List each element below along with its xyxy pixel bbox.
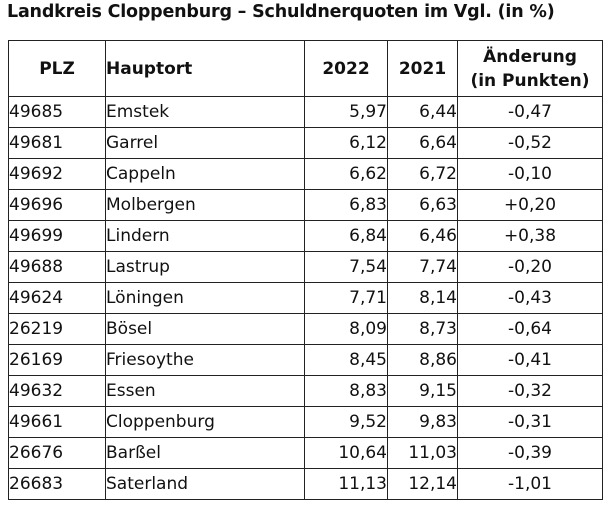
cell-plz: 49696 <box>8 189 106 221</box>
cell-2021: 7,74 <box>387 251 458 283</box>
table-row: 49692 Cappeln 6,62 6,72 -0,10 <box>8 158 603 190</box>
cell-2022: 5,97 <box>304 96 388 128</box>
table-row: 49688 Lastrup 7,54 7,74 -0,20 <box>8 251 603 283</box>
cell-hauptort: Lindern <box>105 220 305 252</box>
cell-plz: 49624 <box>8 282 106 314</box>
table-row: 26683 Saterland 11,13 12,14 -1,01 <box>8 468 603 500</box>
cell-plz: 49688 <box>8 251 106 283</box>
cell-hauptort: Bösel <box>105 313 305 345</box>
cell-change: -0,41 <box>457 344 603 376</box>
cell-plz: 49699 <box>8 220 106 252</box>
data-table: PLZ Hauptort 2022 2021 Änderung (in Punk… <box>8 40 603 500</box>
cell-hauptort: Molbergen <box>105 189 305 221</box>
cell-2022: 10,64 <box>304 437 388 469</box>
table-header-row: PLZ Hauptort 2022 2021 Änderung (in Punk… <box>8 40 603 97</box>
cell-change: -0,43 <box>457 282 603 314</box>
cell-hauptort: Cloppenburg <box>105 406 305 438</box>
cell-2021: 12,14 <box>387 468 458 500</box>
cell-2021: 9,15 <box>387 375 458 407</box>
cell-2022: 8,09 <box>304 313 388 345</box>
cell-plz: 49685 <box>8 96 106 128</box>
cell-2021: 6,63 <box>387 189 458 221</box>
cell-hauptort: Friesoythe <box>105 344 305 376</box>
cell-2021: 8,14 <box>387 282 458 314</box>
cell-2021: 6,64 <box>387 127 458 159</box>
cell-change: -0,52 <box>457 127 603 159</box>
cell-plz: 49692 <box>8 158 106 190</box>
cell-2021: 9,83 <box>387 406 458 438</box>
header-2022: 2022 <box>304 40 388 97</box>
cell-2021: 6,46 <box>387 220 458 252</box>
page-title: Landkreis Cloppenburg – Schuldnerquoten … <box>7 2 555 22</box>
cell-2021: 11,03 <box>387 437 458 469</box>
header-2021: 2021 <box>387 40 458 97</box>
cell-2021: 6,72 <box>387 158 458 190</box>
cell-hauptort: Cappeln <box>105 158 305 190</box>
cell-hauptort: Emstek <box>105 96 305 128</box>
cell-change: -0,47 <box>457 96 603 128</box>
cell-plz: 26169 <box>8 344 106 376</box>
header-change: Änderung (in Punkten) <box>457 40 603 97</box>
cell-hauptort: Lastrup <box>105 251 305 283</box>
cell-hauptort: Saterland <box>105 468 305 500</box>
cell-change: -0,10 <box>457 158 603 190</box>
table-row: 49685 Emstek 5,97 6,44 -0,47 <box>8 96 603 128</box>
cell-plz: 49661 <box>8 406 106 438</box>
cell-2022: 6,62 <box>304 158 388 190</box>
cell-change: -0,39 <box>457 437 603 469</box>
table-row: 49696 Molbergen 6,83 6,63 +0,20 <box>8 189 603 221</box>
cell-change: -0,32 <box>457 375 603 407</box>
header-hauptort: Hauptort <box>105 40 305 97</box>
cell-plz: 26683 <box>8 468 106 500</box>
cell-2022: 6,12 <box>304 127 388 159</box>
cell-plz: 49681 <box>8 127 106 159</box>
table-row: 26219 Bösel 8,09 8,73 -0,64 <box>8 313 603 345</box>
cell-2021: 8,73 <box>387 313 458 345</box>
header-change-line2: (in Punkten) <box>470 70 590 91</box>
header-change-line1: Änderung <box>483 46 577 67</box>
cell-plz: 26219 <box>8 313 106 345</box>
cell-2022: 8,83 <box>304 375 388 407</box>
table-row: 49632 Essen 8,83 9,15 -0,32 <box>8 375 603 407</box>
cell-hauptort: Barßel <box>105 437 305 469</box>
cell-2022: 6,83 <box>304 189 388 221</box>
cell-2022: 7,54 <box>304 251 388 283</box>
cell-change: +0,38 <box>457 220 603 252</box>
table-row: 49624 Löningen 7,71 8,14 -0,43 <box>8 282 603 314</box>
cell-2022: 6,84 <box>304 220 388 252</box>
table-row: 49699 Lindern 6,84 6,46 +0,38 <box>8 220 603 252</box>
header-plz: PLZ <box>8 40 106 97</box>
cell-2021: 6,44 <box>387 96 458 128</box>
cell-hauptort: Löningen <box>105 282 305 314</box>
cell-change: -0,64 <box>457 313 603 345</box>
table-row: 26169 Friesoythe 8,45 8,86 -0,41 <box>8 344 603 376</box>
cell-change: -1,01 <box>457 468 603 500</box>
table-row: 26676 Barßel 10,64 11,03 -0,39 <box>8 437 603 469</box>
cell-plz: 26676 <box>8 437 106 469</box>
cell-2021: 8,86 <box>387 344 458 376</box>
cell-2022: 11,13 <box>304 468 388 500</box>
table-row: 49681 Garrel 6,12 6,64 -0,52 <box>8 127 603 159</box>
cell-2022: 7,71 <box>304 282 388 314</box>
table-body: 49685 Emstek 5,97 6,44 -0,47 49681 Garrel 6,12 6… <box>8 96 603 500</box>
cell-change: -0,31 <box>457 406 603 438</box>
cell-hauptort: Garrel <box>105 127 305 159</box>
table-row: 49661 Cloppenburg 9,52 9,83 -0,31 <box>8 406 603 438</box>
cell-change: +0,20 <box>457 189 603 221</box>
cell-2022: 8,45 <box>304 344 388 376</box>
cell-hauptort: Essen <box>105 375 305 407</box>
cell-2022: 9,52 <box>304 406 388 438</box>
cell-change: -0,20 <box>457 251 603 283</box>
cell-plz: 49632 <box>8 375 106 407</box>
